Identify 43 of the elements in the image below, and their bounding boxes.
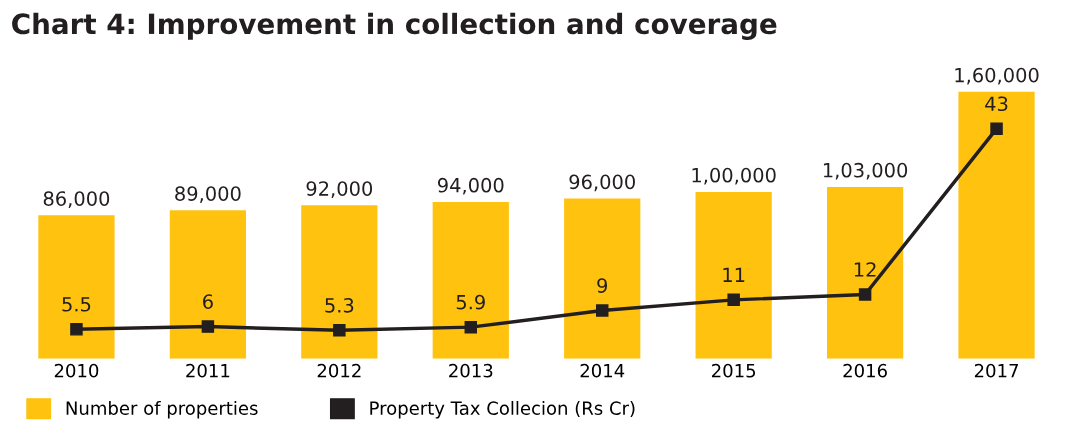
bar — [432, 201, 509, 359]
x-tick-label: 2013 — [449, 363, 493, 378]
legend-label: Number of properties — [66, 401, 258, 419]
data-label: 94,000 — [437, 177, 504, 195]
data-label: 43 — [985, 96, 1008, 112]
bar — [169, 210, 247, 359]
data-label: 5.5 — [62, 297, 91, 312]
data-label: 6 — [203, 294, 213, 309]
bar — [38, 215, 115, 359]
bar — [564, 198, 641, 359]
point — [70, 323, 83, 336]
x-tick-label: 2010 — [54, 363, 99, 378]
data-label: 92,000 — [306, 181, 373, 198]
point — [464, 320, 478, 334]
legend-label: Property Tax Collecion (Rs Cr) — [370, 401, 635, 419]
x-tick-label: 2014 — [580, 363, 625, 378]
data-label: 89,000 — [175, 186, 241, 203]
data-label: 96,000 — [569, 174, 635, 192]
point — [858, 288, 872, 301]
data-label: 11 — [723, 267, 745, 282]
data-label: 5.3 — [325, 297, 354, 313]
bar — [958, 91, 1035, 359]
chart-title: Chart 4: Improvement in collection and coverage — [12, 12, 777, 40]
x-tick-label: 2012 — [317, 363, 361, 378]
point — [727, 293, 740, 307]
data-label: 5.9 — [456, 294, 485, 310]
point — [595, 304, 609, 317]
data-label: 86,000 — [43, 191, 110, 208]
point — [201, 320, 215, 333]
point — [990, 122, 1003, 136]
bar — [301, 205, 378, 359]
x-tick-label: 2017 — [974, 363, 1018, 378]
data-label: 1,60,000 — [955, 67, 1039, 85]
data-label: 9 — [597, 278, 608, 293]
x-tick-label: 2011 — [186, 363, 230, 378]
data-label: 12 — [854, 262, 876, 277]
data-label: 1,00,000 — [692, 167, 776, 185]
data-label: 1,03,000 — [823, 162, 908, 180]
bar — [695, 191, 772, 359]
x-tick-label: 2016 — [843, 363, 887, 378]
point — [333, 324, 346, 337]
x-tick-label: 2015 — [712, 363, 756, 378]
bar — [826, 186, 904, 359]
